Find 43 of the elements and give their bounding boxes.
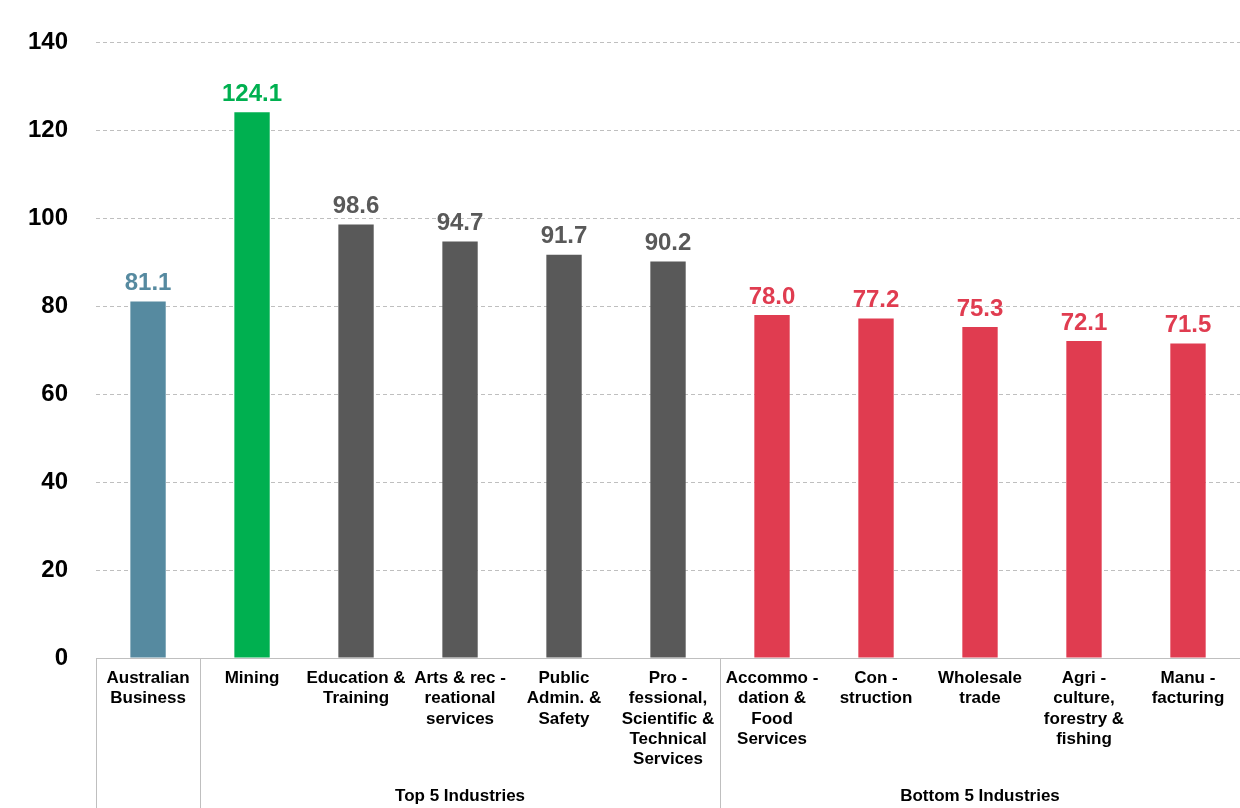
bar [546, 254, 582, 658]
x-tick-label: Wholesale trade [937, 667, 1023, 708]
text: Top 5 Industries [395, 786, 526, 806]
text: Bottom 5 Industries [900, 786, 1060, 806]
x-tick-label: Manu - facturing [1151, 667, 1225, 708]
bar [962, 326, 998, 658]
x-tick-label: Agri - culture, forestry & fishing [1043, 667, 1125, 749]
bar [650, 261, 686, 658]
x-tick-label: Australian Business [106, 667, 190, 708]
x-tick-label: Education & Training [306, 667, 406, 708]
x-tick-label: Arts & rec - reational services [414, 667, 506, 728]
bar [234, 112, 270, 658]
x-tick-label: Con - struction [839, 667, 913, 708]
data-label: 71.5 [1164, 310, 1212, 338]
data-label: 81.1 [124, 268, 172, 296]
bar [442, 241, 478, 658]
data-label: 78.0 [748, 281, 796, 309]
x-tick-label: Accommo - dation & Food Services [725, 667, 819, 749]
y-tick-label: 0 [54, 642, 69, 670]
data-label: 94.7 [436, 208, 484, 236]
bar [858, 318, 894, 658]
data-label: 91.7 [540, 221, 588, 249]
data-label: 72.1 [1060, 307, 1108, 335]
data-label: 98.6 [332, 191, 380, 219]
data-label: 77.2 [852, 285, 900, 313]
x-tick-label: Public Admin. & Safety [526, 667, 602, 728]
y-tick-label: 80 [41, 290, 69, 318]
bar [130, 301, 166, 658]
y-tick-label: 40 [41, 466, 69, 494]
y-tick-label: 120 [28, 114, 69, 142]
y-tick-label: 60 [41, 378, 69, 406]
y-tick-label: 20 [41, 554, 69, 582]
y-tick-label: 140 [28, 27, 69, 55]
x-tick-label: Mining [224, 667, 280, 687]
bar [1170, 343, 1206, 658]
data-label: 75.3 [956, 293, 1004, 321]
y-tick-label: 100 [28, 202, 69, 230]
bar [754, 315, 790, 658]
data-label: 124.1 [222, 78, 283, 106]
data-label: 90.2 [644, 228, 692, 255]
x-tick-label: Pro - fessional, Scientific & Technical Services [621, 667, 715, 769]
bar [338, 224, 374, 658]
bar [1066, 340, 1102, 658]
